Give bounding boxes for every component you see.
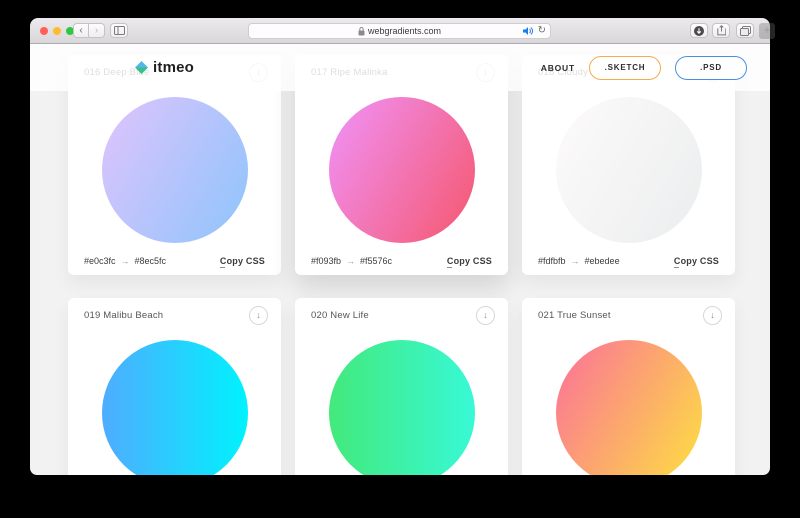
hex-codes: #fdfbfb → #ebedee [538, 256, 620, 266]
card-deep-blue: 016 Deep Blue ↓ #e0c3fc→#8ec5fc Copy CSS [68, 55, 281, 275]
gradient-title: 020 New Life [311, 309, 369, 321]
copy-css-button[interactable]: Copy CSS [673, 256, 719, 268]
card-malibu-beach: 019 Malibu Beach ↓ [68, 298, 281, 475]
browser-toolbar: ‹ › webgradients.com ↻ [30, 18, 775, 44]
card-true-sunset: 021 True Sunset ↓ [522, 298, 735, 475]
download-sketch-button[interactable]: .SKETCH [589, 55, 661, 80]
lock-icon [358, 26, 365, 36]
gradient-title: 021 True Sunset [538, 309, 611, 321]
minimize-window-button[interactable] [53, 27, 61, 35]
download-psd-button[interactable]: .PSD [675, 55, 747, 80]
mute-audio-icon[interactable] [522, 26, 534, 36]
download-icon[interactable]: ↓ [249, 305, 268, 325]
share-button[interactable] [712, 23, 730, 38]
gradient-circle [101, 340, 248, 475]
itmeo-logo[interactable]: itmeo [135, 59, 194, 76]
arrow-glyph: → [570, 256, 580, 266]
blocker-extension-icon [693, 25, 705, 37]
header-nav: ABOUT .SKETCH .PSD [540, 55, 747, 80]
download-icon[interactable]: ↓ [476, 305, 495, 325]
download-icon[interactable]: ↓ [703, 305, 722, 325]
card-cloudy-knoxville: 018 Cloudy Knoxville ↓ #fdfbfb→#ebedee C… [522, 55, 735, 275]
hex-codes: #f093fb → #f5576c [311, 256, 393, 266]
sidebar-icon [113, 26, 125, 35]
gradient-circle [101, 97, 248, 243]
address-bar[interactable]: webgradients.com ↻ [248, 23, 551, 39]
hex-codes: #e0c3fc → #8ec5fc [84, 256, 167, 266]
gradient-circle [555, 97, 702, 243]
tab-overview-icon [739, 25, 751, 36]
card-new-life: 020 New Life ↓ [295, 298, 508, 475]
tab-overview-button[interactable] [736, 23, 754, 38]
gradient-circle [328, 340, 475, 475]
reload-button[interactable]: ↻ [537, 25, 546, 36]
arrow-glyph: → [346, 256, 356, 266]
sidebar-button[interactable] [110, 23, 128, 38]
gradient-row-1: 016 Deep Blue ↓ #e0c3fc→#8ec5fc Copy CSS… [68, 55, 735, 275]
share-icon [716, 25, 726, 36]
back-button[interactable]: ‹ [73, 23, 89, 38]
zoom-window-button[interactable] [66, 27, 74, 35]
extension-button[interactable] [690, 23, 708, 38]
itmeo-diamond-icon [135, 61, 148, 74]
url-text: webgradients.com [367, 26, 442, 36]
brand-name: itmeo [153, 59, 195, 76]
window-controls [40, 27, 74, 35]
safari-window: ‹ › webgradients.com ↻ [30, 18, 775, 475]
new-tab-button[interactable]: + [759, 23, 775, 39]
gradient-title: 019 Malibu Beach [84, 309, 164, 321]
copy-css-button[interactable]: Copy CSS [446, 256, 492, 268]
card-ripe-malinka: 017 Ripe Malinka ↓ #f093fb→#f5576c Copy … [295, 55, 508, 275]
close-window-button[interactable] [40, 27, 48, 35]
nav-about-link[interactable]: ABOUT [540, 62, 575, 73]
forward-button[interactable]: › [89, 23, 105, 38]
gradient-circle [328, 97, 475, 243]
history-nav: ‹ › [73, 23, 105, 38]
gradient-row-2: 019 Malibu Beach ↓ 020 New Life ↓ 021 Tr… [68, 298, 735, 475]
site-header: itmeo ABOUT .SKETCH .PSD [30, 44, 770, 91]
webgradients-page: 016 Deep Blue ↓ #e0c3fc→#8ec5fc Copy CSS… [30, 44, 770, 475]
arrow-glyph: → [120, 256, 130, 266]
gradient-circle [555, 340, 702, 475]
copy-css-button[interactable]: Copy CSS [219, 256, 265, 268]
